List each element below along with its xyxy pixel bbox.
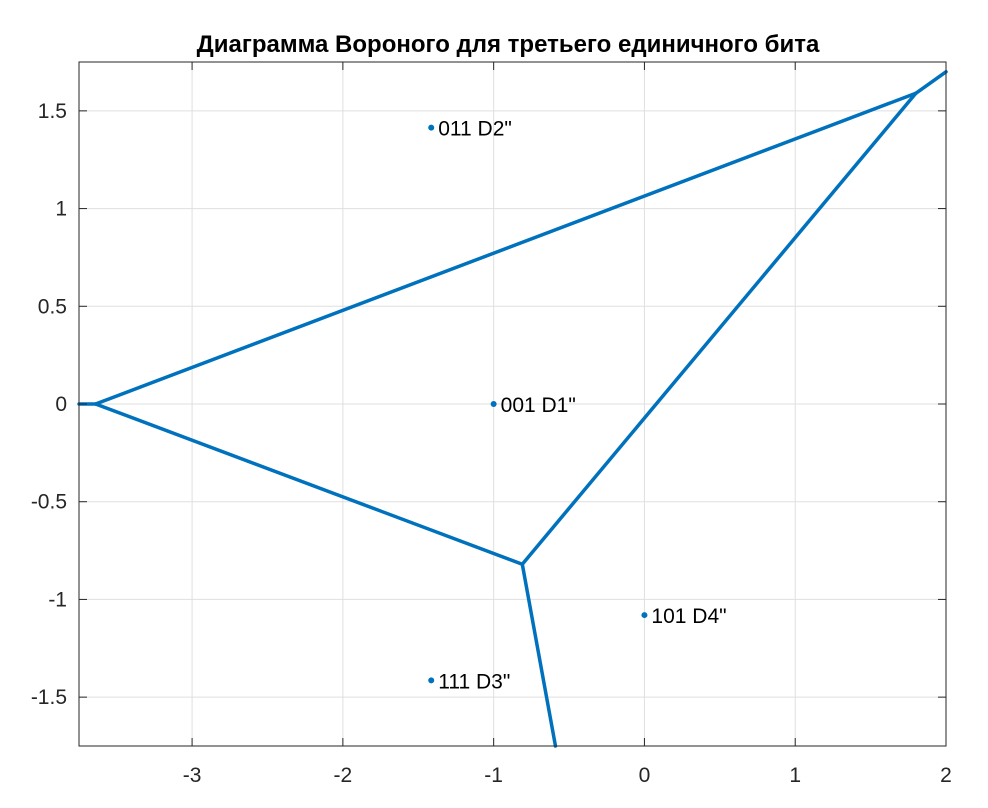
x-tick-label: 0 [639,764,651,787]
x-tick-label: -3 [183,764,202,787]
y-tick-label: -1.5 [31,686,67,709]
x-tick-label: 1 [789,764,801,787]
data-point [428,124,435,131]
voronoi-edge [520,562,558,748]
y-tick-label: -0.5 [31,491,67,514]
voronoi-edges [77,70,948,748]
chart-title: Диаграмма Вороного для третьего единично… [197,31,820,58]
data-point [641,612,648,619]
y-tick-label: -1 [48,588,67,611]
point-label: 101 D4" [651,605,726,628]
voronoi-edge [914,70,948,96]
data-point [428,677,435,684]
y-tick-label: 1 [55,198,67,221]
data-points: 011 D2" 001 D1" 101 D4" 111 D3" [428,118,727,693]
data-point [490,401,497,407]
y-tick-label: 1.5 [38,100,67,123]
axes-box [78,61,947,747]
x-tick-label: -2 [334,764,353,787]
point-label: 111 D3" [438,670,510,693]
y-tick-label: 0.5 [38,295,67,318]
point-label: 011 D2" [438,118,512,141]
voronoi-edge [520,91,918,567]
x-tick-label: -1 [484,764,503,787]
x-tick-label: 2 [940,764,952,787]
voronoi-edge [93,402,525,567]
voronoi-edge [93,91,918,406]
axis-ticks: -3 -2 -1 0 1 2 -1.5 -1 -0.5 0 0.5 1 1.5 [31,62,952,787]
y-tick-label: 0 [55,393,67,416]
point-label: 001 D1" [501,394,576,417]
